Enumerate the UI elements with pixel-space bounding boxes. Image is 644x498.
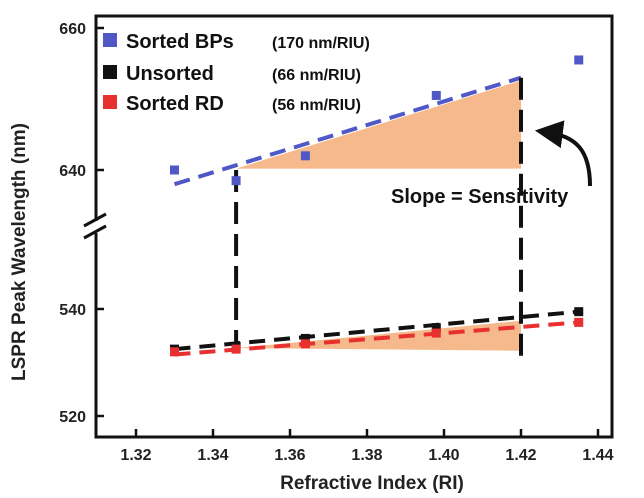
x-tick-label: 1.32 bbox=[120, 447, 151, 464]
point-sorted-bps bbox=[170, 165, 179, 175]
legend-label-sorted-rd: Sorted RD bbox=[126, 93, 224, 115]
point-unsorted bbox=[300, 333, 310, 343]
legend-sensitivity-sorted-bps: (170 nm/RIU) bbox=[272, 35, 370, 52]
y-axis-title: LSPR Peak Wavelength (nm) bbox=[9, 123, 30, 381]
legend-sensitivity-unsorted: (66 nm/RIU) bbox=[272, 67, 361, 84]
legend-swatch-sorted-bps bbox=[103, 33, 117, 47]
point-sorted-rd bbox=[300, 339, 310, 349]
y-tick-label: 640 bbox=[59, 163, 86, 180]
x-axis-title: Refractive Index (RI) bbox=[280, 473, 464, 494]
y-tick-label: 660 bbox=[59, 21, 86, 38]
fit-line-unsorted bbox=[174, 309, 579, 352]
legend-swatch-unsorted bbox=[103, 65, 117, 79]
x-tick-label: 1.42 bbox=[505, 447, 536, 464]
data-points bbox=[170, 55, 584, 357]
legend-label-unsorted: Unsorted bbox=[126, 63, 214, 85]
fill-triangle-sorted-bps bbox=[236, 80, 521, 169]
legend-swatch-sorted-rd bbox=[103, 95, 117, 109]
legend: Sorted BPs (170 nm/RIU) Unsorted (66 nm/… bbox=[103, 31, 370, 115]
point-sorted-bps bbox=[300, 151, 310, 161]
x-tick-label: 1.40 bbox=[428, 447, 459, 464]
point-sorted-rd bbox=[431, 328, 441, 338]
x-tick-label: 1.34 bbox=[197, 447, 228, 464]
guide-lines bbox=[234, 77, 523, 358]
point-unsorted bbox=[574, 307, 584, 317]
annotation-arrow bbox=[534, 120, 592, 187]
point-sorted-bps bbox=[231, 176, 241, 186]
x-tick-label: 1.38 bbox=[351, 447, 382, 464]
axis-ticks: 1.32 1.34 1.36 1.38 1.40 1.42 1.44 520 540 640 660 bbox=[59, 21, 613, 464]
point-sorted-bps bbox=[431, 90, 441, 100]
point-unsorted bbox=[431, 323, 441, 333]
y-tick-label: 520 bbox=[59, 409, 86, 426]
legend-sensitivity-sorted-rd: (56 nm/RIU) bbox=[272, 97, 361, 114]
legend-label-sorted-bps: Sorted BPs bbox=[126, 31, 234, 53]
point-sorted-bps bbox=[574, 55, 584, 65]
fit-lines bbox=[173, 75, 579, 357]
x-tick-label: 1.44 bbox=[582, 447, 613, 464]
point-sorted-rd bbox=[231, 344, 241, 354]
slope-annotation: Slope = Sensitivity bbox=[391, 186, 569, 208]
y-tick-label: 540 bbox=[59, 302, 86, 319]
axis-break-mark bbox=[83, 224, 107, 240]
point-sorted-rd bbox=[170, 347, 179, 357]
point-sorted-rd bbox=[574, 317, 584, 327]
plot-frame bbox=[83, 14, 614, 439]
fit-line-sorted-rd bbox=[174, 320, 579, 357]
x-tick-label: 1.36 bbox=[274, 447, 305, 464]
axis-break-mark bbox=[83, 212, 107, 228]
fit-line-sorted-bps bbox=[173, 75, 522, 187]
